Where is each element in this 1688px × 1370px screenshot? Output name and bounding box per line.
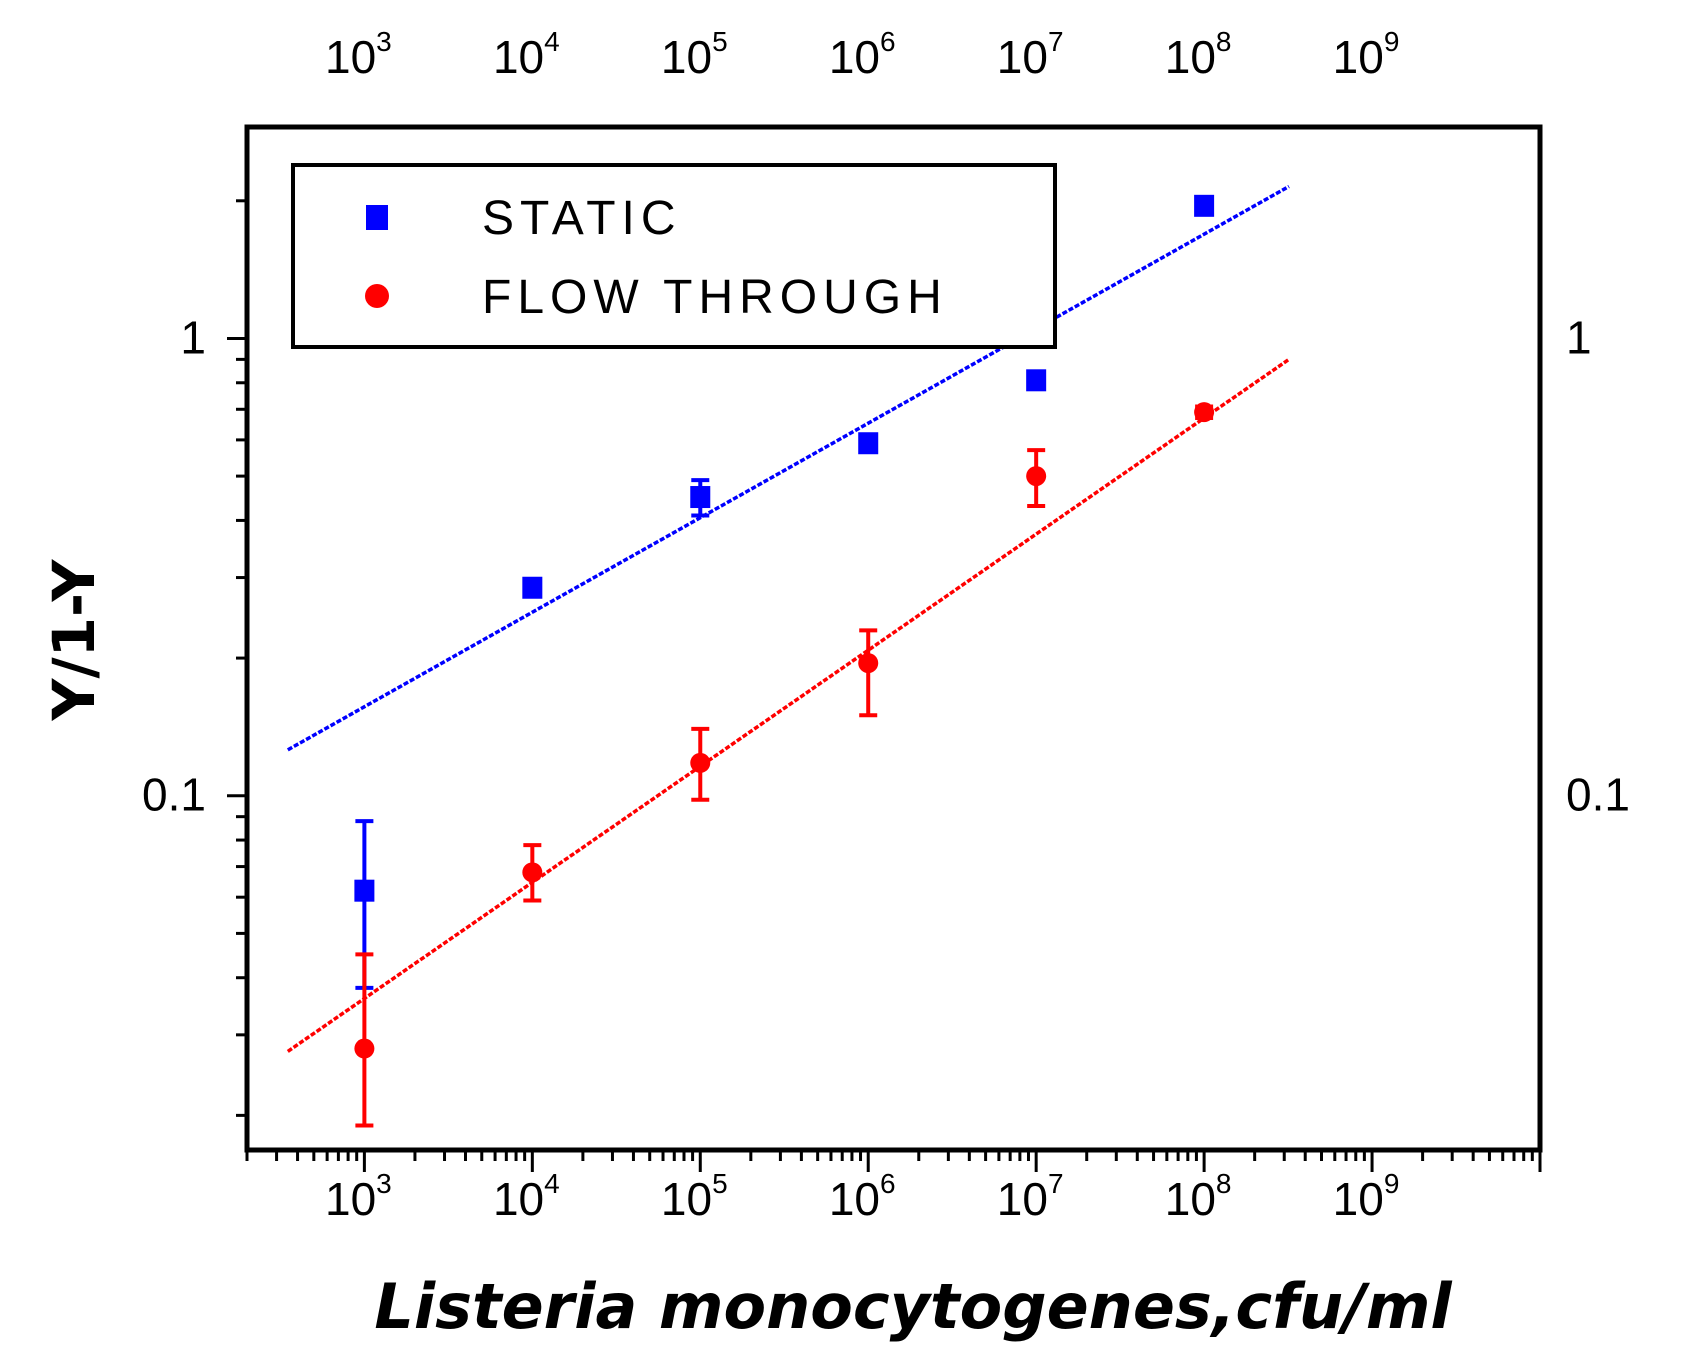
x-axis-title: Listeria monocytogenes,cfu/ml xyxy=(374,1270,1452,1343)
legend-marker-circle xyxy=(365,284,389,308)
x-tick-label: 109 xyxy=(1333,1168,1400,1225)
data-point-flow-through xyxy=(354,1038,375,1059)
legend: STATIC FLOW THROUGH xyxy=(291,163,1057,349)
fit-line-static xyxy=(286,184,1290,752)
plot-frame xyxy=(244,124,1543,1153)
y-right-tick-label: 0.1 xyxy=(1566,769,1630,821)
x-top-tick-label: 107 xyxy=(997,26,1064,83)
legend-box xyxy=(291,163,1057,349)
data-point-static xyxy=(1026,369,1047,392)
data-point-static xyxy=(1194,194,1215,217)
data-point-flow-through xyxy=(522,862,543,883)
data-point-static xyxy=(522,576,543,599)
x-tick-label: 108 xyxy=(1165,1168,1232,1225)
y-axis-title: Y/1-Y xyxy=(40,558,108,721)
x-top-tick-label: 108 xyxy=(1165,26,1232,83)
tick-labels: 103 103 104 104 105 105 106 106 107 107 108 108 109 1… xyxy=(142,26,1630,1225)
data-point-flow-through xyxy=(858,653,879,674)
data-point-static xyxy=(354,879,375,902)
data-point-flow-through xyxy=(1026,466,1047,487)
x-top-tick-label: 105 xyxy=(661,26,728,83)
plot-border xyxy=(244,124,1543,1153)
fit-lines xyxy=(286,184,1290,1053)
axis-ticks xyxy=(227,199,1542,1172)
y-tick-label: 1 xyxy=(180,311,206,363)
fit-line-flow-through xyxy=(286,357,1290,1053)
legend-marker-square xyxy=(366,205,388,230)
error-bars xyxy=(355,404,1214,1128)
x-tick-label: 106 xyxy=(829,1168,896,1225)
data-points xyxy=(354,194,1215,1059)
data-point-flow-through xyxy=(690,752,711,773)
x-top-tick-label: 109 xyxy=(1333,26,1400,83)
x-top-tick-label: 104 xyxy=(493,26,560,83)
x-tick-label: 103 xyxy=(325,1168,392,1225)
data-point-flow-through xyxy=(1194,402,1215,423)
legend-label: STATIC xyxy=(482,192,682,245)
y-right-tick-label: 1 xyxy=(1566,311,1592,363)
legend-label: FLOW THROUGH xyxy=(482,271,948,324)
data-point-static xyxy=(690,486,711,509)
x-tick-label: 105 xyxy=(661,1168,728,1225)
data-point-static xyxy=(858,432,879,455)
x-top-tick-label: 106 xyxy=(829,26,896,83)
x-tick-label: 107 xyxy=(997,1168,1064,1225)
y-tick-label: 0.1 xyxy=(142,769,206,821)
x-top-tick-label: 103 xyxy=(325,26,392,83)
x-tick-label: 104 xyxy=(493,1168,560,1225)
